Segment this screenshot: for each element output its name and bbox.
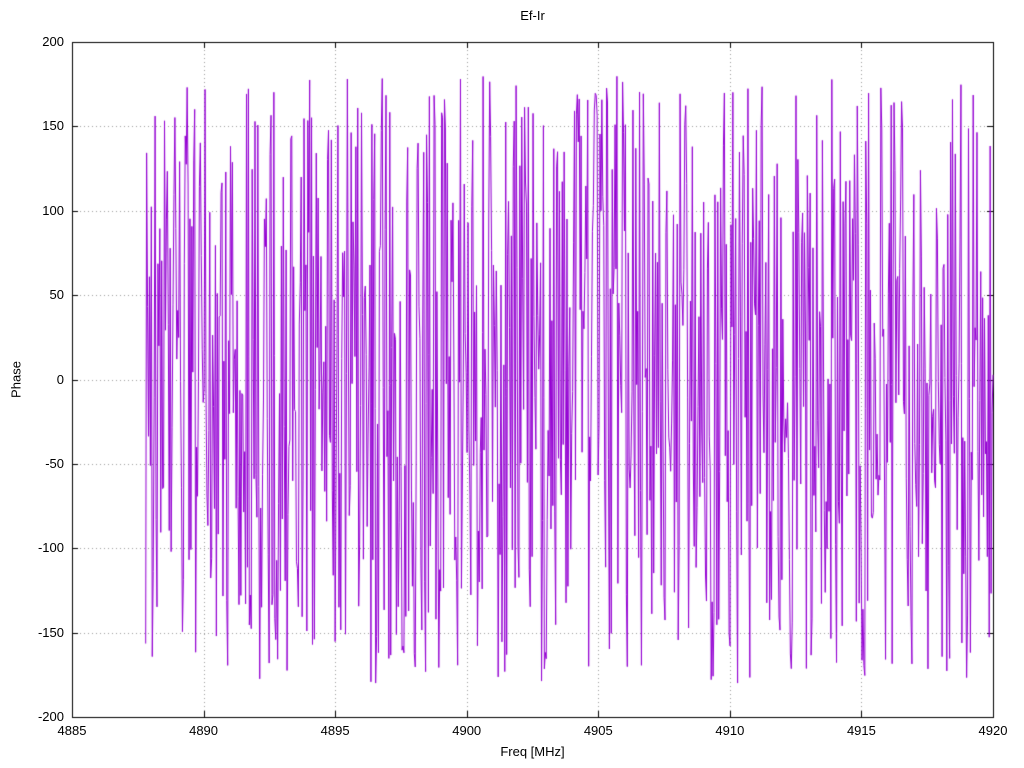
x-tick-label: 4920: [978, 723, 1008, 738]
y-tick-label: -150: [37, 624, 64, 640]
y-tick-label: -50: [45, 455, 64, 471]
x-tick-label: 4895: [320, 723, 350, 738]
y-tick-label: 50: [49, 287, 64, 303]
x-tick-label: 4915: [846, 723, 876, 738]
y-tick-label: -100: [37, 540, 64, 556]
y-tick-label: 150: [42, 118, 64, 134]
x-tick-label: 4905: [583, 723, 613, 738]
y-tick-label: 200: [42, 34, 64, 49]
x-axis-label: Freq [MHz]: [500, 744, 565, 759]
x-tick-label: 4900: [452, 723, 482, 738]
y-tick-label: 0: [56, 371, 64, 387]
chart-title: Ef-Ir: [520, 8, 545, 23]
x-tick-label: 4885: [57, 723, 87, 738]
y-tick-label: -200: [37, 709, 64, 724]
x-tick-label: 4910: [715, 723, 745, 738]
y-tick-label: 100: [42, 202, 64, 218]
x-tick-label: 4890: [189, 723, 219, 738]
